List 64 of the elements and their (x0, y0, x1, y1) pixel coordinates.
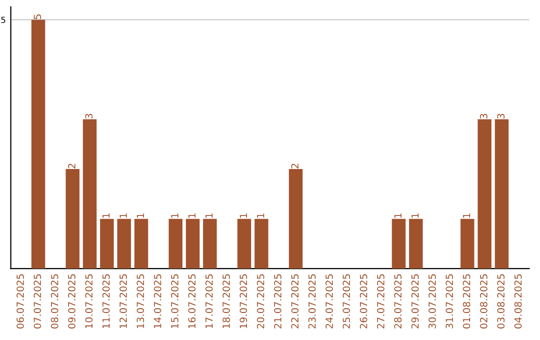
x-tick-label: 22.07.2025 (291, 274, 299, 328)
x-tick-label: 17.07.2025 (205, 274, 213, 328)
x-tick-label: 28.07.2025 (394, 274, 402, 328)
bar (254, 218, 268, 269)
x-tick-label: 14.07.2025 (154, 274, 162, 328)
bar (100, 218, 114, 269)
data-label: 1 (136, 214, 144, 218)
bar (460, 218, 474, 269)
x-tick-label: 24.07.2025 (326, 274, 333, 328)
data-label: 1 (240, 214, 247, 218)
bar (237, 218, 252, 269)
data-label: 3 (497, 114, 505, 119)
x-tick-label: 15.07.2025 (171, 274, 178, 328)
bar (288, 169, 303, 269)
x-tick-label: 03.08.2025 (497, 274, 505, 328)
bar (82, 119, 97, 269)
data-label: 3 (85, 114, 93, 119)
bar (117, 218, 131, 269)
data-label: 1 (463, 214, 470, 218)
x-tick-label: 20.07.2025 (256, 274, 264, 328)
bar (134, 218, 148, 269)
x-tick-label: 18.07.2025 (222, 274, 230, 328)
x-tick-label: 11.07.2025 (102, 274, 110, 328)
x-tick-label: 08.07.2025 (50, 274, 58, 328)
data-label: 1 (206, 214, 213, 218)
x-tick-label: 12.07.2025 (120, 274, 127, 328)
bar (203, 218, 217, 269)
data-label: 5 (34, 14, 42, 19)
bar (478, 119, 492, 269)
data-label: 1 (412, 214, 419, 218)
x-tick-label: 04.08.2025 (514, 274, 522, 328)
data-label: 1 (394, 214, 402, 218)
x-tick-label: 29.07.2025 (411, 274, 419, 328)
bar (494, 119, 509, 269)
x-tick-label: 21.07.2025 (274, 274, 282, 328)
x-tick-label: 27.07.2025 (377, 274, 384, 328)
data-label: 1 (120, 214, 127, 218)
x-tick-label: 01.08.2025 (462, 274, 470, 328)
data-label: 2 (68, 164, 76, 168)
x-tick-label: 16.07.2025 (188, 274, 196, 328)
bar (409, 218, 423, 269)
x-tick-label: 26.07.2025 (360, 274, 368, 328)
bar (168, 218, 182, 269)
bar (66, 169, 80, 269)
x-tick-label: 23.07.2025 (308, 274, 316, 328)
data-label: 1 (102, 214, 110, 218)
data-label: 2 (291, 164, 298, 168)
bar (392, 218, 406, 269)
x-tick-label: 06.07.2025 (16, 274, 24, 328)
data-label: 1 (257, 214, 264, 218)
bar (186, 218, 200, 269)
x-tick-label: 25.07.2025 (342, 274, 350, 328)
x-tick-label: 13.07.2025 (136, 274, 144, 328)
data-label: 1 (188, 214, 196, 218)
x-tick-label: 19.07.2025 (240, 274, 248, 328)
x-tick-label: 09.07.2025 (68, 274, 76, 328)
x-tick-label: 02.08.2025 (480, 274, 488, 328)
x-tick-label: 07.07.2025 (34, 274, 42, 328)
x-tick-label: 10.07.2025 (85, 274, 93, 328)
data-label: 3 (480, 114, 488, 119)
x-tick-label: 30.07.2025 (428, 274, 436, 328)
data-label: 1 (171, 214, 178, 218)
x-tick-label: 31.07.2025 (446, 274, 454, 328)
bar (31, 20, 46, 269)
